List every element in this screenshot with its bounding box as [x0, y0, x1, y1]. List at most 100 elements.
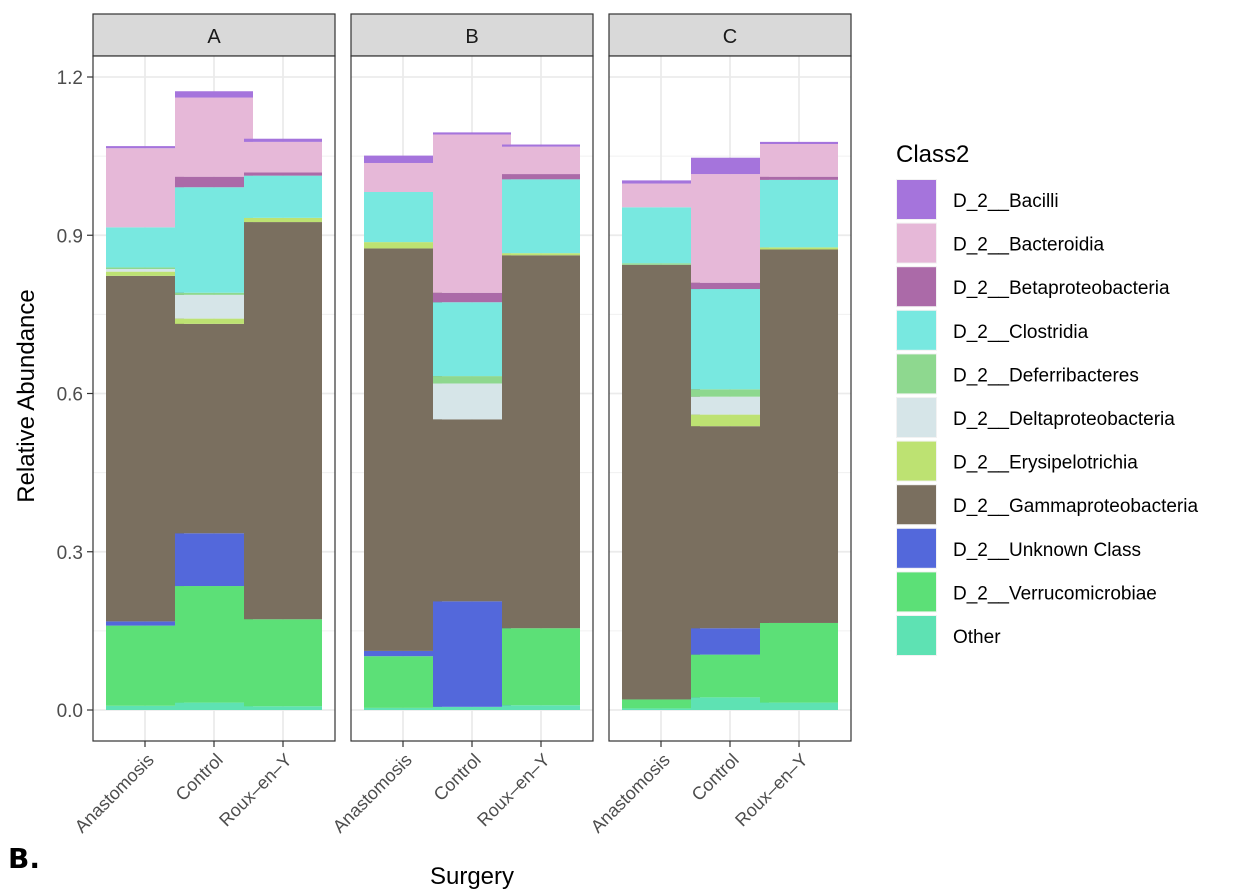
bar-segment [433, 383, 511, 420]
legend-label: D_2__Verrucomicrobiae [953, 583, 1157, 604]
y-axis: 0.0 0.3 0.6 0.9 1.2 [57, 68, 93, 722]
legend-item: D_2__Bacilli [896, 179, 1059, 220]
bar-segment [622, 264, 700, 700]
facet-strip-label: C [723, 26, 737, 48]
bar-segment [622, 207, 700, 264]
bar-segment [691, 157, 769, 175]
legend-label: D_2__Erysipelotrichia [953, 453, 1138, 474]
legend-swatch [897, 354, 936, 394]
legend-label: D_2__Bacilli [953, 191, 1059, 212]
bar-segment [502, 174, 580, 180]
facet-strip-label: B [465, 26, 478, 48]
legend-title: Class2 [896, 141, 969, 168]
bar-segment [364, 248, 442, 651]
bar-segment [502, 255, 580, 629]
legend-label: D_2__Deltaproteobacteria [953, 409, 1175, 430]
legend-label: D_2__Deferribacteres [953, 365, 1139, 386]
legend-swatch [897, 223, 936, 263]
bar-segment [175, 323, 253, 534]
bar-segment [502, 253, 580, 256]
bar-segment [760, 247, 838, 250]
bar-segment [175, 294, 253, 319]
bar-segment [244, 141, 322, 173]
bar-segment [175, 187, 253, 293]
bar-segment [502, 705, 580, 710]
bar-segment [433, 132, 511, 135]
legend-label: D_2__Gammaproteobacteria [953, 496, 1198, 517]
bar-segment [691, 174, 769, 283]
bar-segment [364, 650, 442, 657]
legend-label: D_2__Clostridia [953, 322, 1089, 343]
bar-segment [622, 263, 700, 265]
legend: Class2 D_2__Bacilli D_2__Bacteroidia D_2__… [896, 141, 1198, 656]
bar-segment [106, 625, 184, 706]
bar-segment [175, 702, 253, 710]
legend-label: D_2__Bacteroidia [953, 235, 1104, 256]
x-tick-label: Roux–en–Y [215, 750, 296, 831]
bar-segment [106, 621, 184, 626]
legend-item: D_2__Erysipelotrichia [896, 440, 1138, 482]
facet-strip [92, 13, 336, 57]
bar-segment [106, 267, 184, 270]
bar-segment [175, 292, 253, 295]
y-tick-label: 0.0 [57, 701, 83, 722]
legend-swatch [897, 398, 936, 437]
bar-segment [691, 628, 769, 655]
bar-segment [433, 292, 511, 303]
y-tick-label: 0.3 [57, 543, 83, 564]
legend-swatch [897, 528, 936, 568]
bar-segment [175, 97, 253, 177]
bar-segment [691, 426, 769, 629]
bar-segment [364, 707, 442, 710]
bar-segment [760, 249, 838, 623]
legend-item: D_2__Bacteroidia [896, 222, 1104, 264]
x-tick-label: Control [688, 750, 743, 805]
bar-segment [433, 134, 511, 293]
bar-segment [106, 227, 184, 268]
x-tick-label: Anastomosis [71, 750, 158, 837]
bar-segment [622, 183, 700, 208]
bar-segment [691, 282, 769, 290]
bar-segment [691, 289, 769, 390]
legend-swatch [897, 485, 936, 525]
bar-segment [244, 619, 322, 707]
legend-swatch [897, 267, 936, 307]
bar-segment [364, 155, 442, 163]
bar-segment [175, 533, 253, 587]
bar-segment [364, 191, 442, 243]
bar-segment [175, 586, 253, 703]
bar-segment [760, 141, 838, 144]
bar-segment [433, 302, 511, 377]
facet-strip [350, 13, 594, 57]
facet-strip [608, 13, 852, 57]
bar-segment [364, 162, 442, 192]
bar-segment [106, 705, 184, 710]
x-tick-label: Anastomosis [329, 750, 416, 837]
bar-segment [433, 419, 511, 602]
bar-segment [175, 318, 253, 324]
legend-item: D_2__Clostridia [896, 309, 1089, 351]
legend-swatch [897, 310, 936, 350]
x-tick-label: Roux–en–Y [473, 750, 554, 831]
bar-segment [691, 654, 769, 698]
legend-item: Other [896, 615, 1001, 656]
facet-strip-label: A [207, 26, 221, 48]
bar-segment [691, 389, 769, 397]
x-tick-label: Roux–en–Y [731, 750, 812, 831]
bar-segment [106, 269, 184, 272]
legend-item: D_2__Deltaproteobacteria [896, 397, 1175, 438]
bar-segment [760, 179, 838, 248]
legend-swatch [897, 441, 936, 481]
bar-segment [106, 146, 184, 149]
bar-segment [244, 175, 322, 218]
y-tick-label: 1.2 [57, 68, 83, 89]
bar-segment [691, 396, 769, 415]
y-tick-label: 0.9 [57, 226, 83, 247]
bar-segment [106, 271, 184, 276]
bar-segment [691, 697, 769, 710]
bar-segment [622, 708, 700, 710]
x-tick-label: Anastomosis [587, 750, 674, 837]
